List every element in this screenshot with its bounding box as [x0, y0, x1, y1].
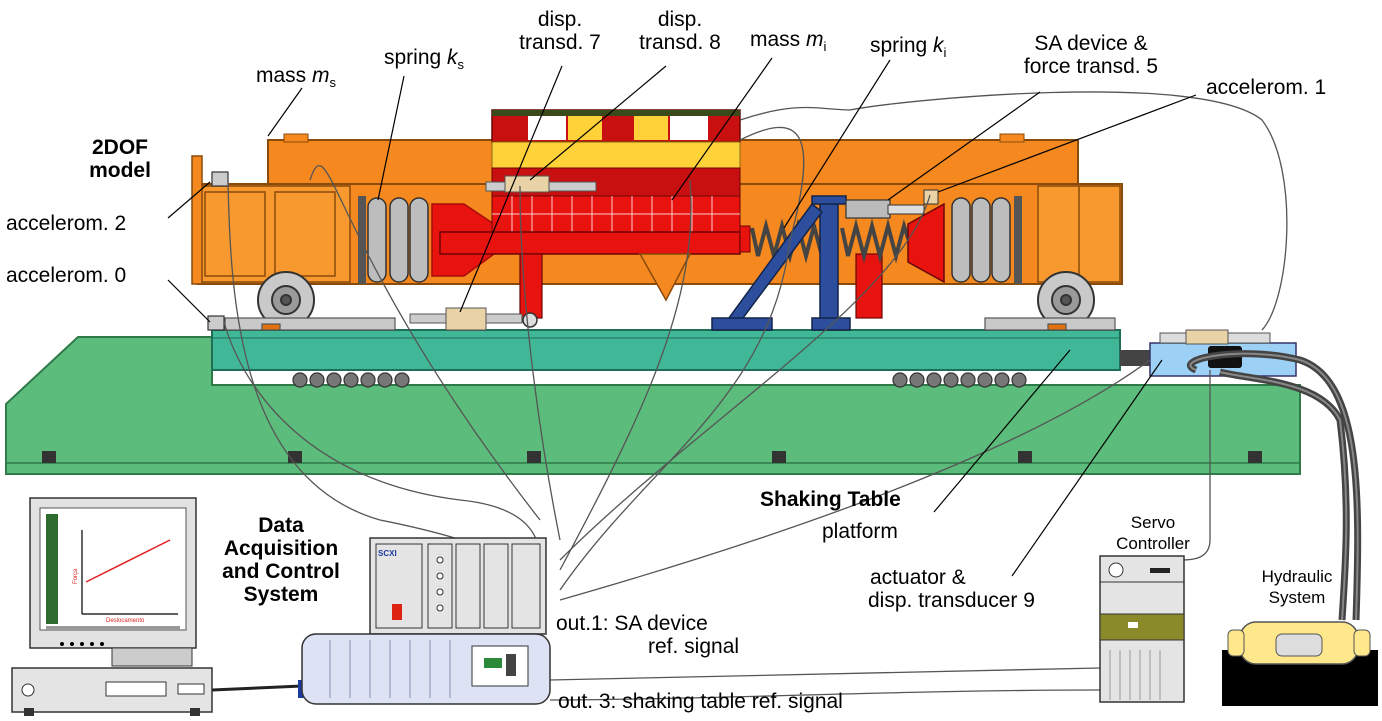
label-servo-controller: Servo Controller — [1116, 513, 1190, 553]
label-accelerom-0: accelerom. 0 — [6, 264, 127, 287]
monitor-ylabel: Força — [73, 568, 79, 584]
label-daq-system: Data Acquisition and Control System — [222, 514, 340, 606]
label-platform: platform — [822, 520, 898, 543]
label-mass-s: mass ms — [256, 64, 337, 90]
spring-right — [951, 196, 1022, 284]
daq-chassis — [301, 537, 551, 705]
label-disp-transd-8: disp. transd. 8 — [639, 8, 721, 54]
label-shaking-table: Shaking Table — [760, 488, 901, 511]
monitor-xlabel: Deslocamento — [106, 618, 145, 624]
mass-mi — [439, 109, 883, 319]
label-out-3: out. 3: shaking table ref. signal — [558, 690, 843, 713]
label-out-1: out.1: SA device ref. signal — [556, 612, 740, 658]
scxi-brand: SCXI — [378, 549, 397, 558]
wheels — [257, 271, 1095, 329]
label-hydraulic-system: Hydraulic System — [1261, 567, 1333, 607]
accelerometers — [207, 171, 229, 331]
label-sa-device: SA device & force transd. 5 — [1023, 32, 1159, 78]
label-accelerom-1: accelerom. 1 — [1206, 76, 1327, 99]
label-2dof-model: 2DOF model — [89, 136, 151, 182]
disp-transducers — [409, 175, 597, 331]
label-accelerom-2: accelerom. 2 — [6, 212, 127, 235]
label-mass-mi: mass mi — [750, 28, 827, 54]
servo-controller — [1099, 555, 1185, 703]
hydraulic-unit — [1222, 621, 1378, 706]
support-frame — [711, 195, 851, 331]
rails — [224, 317, 1116, 331]
computer — [11, 497, 306, 716]
shaking-table-platform — [211, 329, 1160, 371]
leader-lines — [167, 57, 1197, 577]
label-disp-transd-7: disp. transd. 7 — [519, 8, 601, 54]
bearing-rollers — [292, 372, 1027, 388]
label-spring-ks: spring ks — [384, 46, 465, 72]
label-spring-ki: spring ki — [870, 34, 947, 60]
label-actuator: actuator & disp. transducer 9 — [868, 566, 1035, 612]
sa-device — [845, 189, 945, 284]
